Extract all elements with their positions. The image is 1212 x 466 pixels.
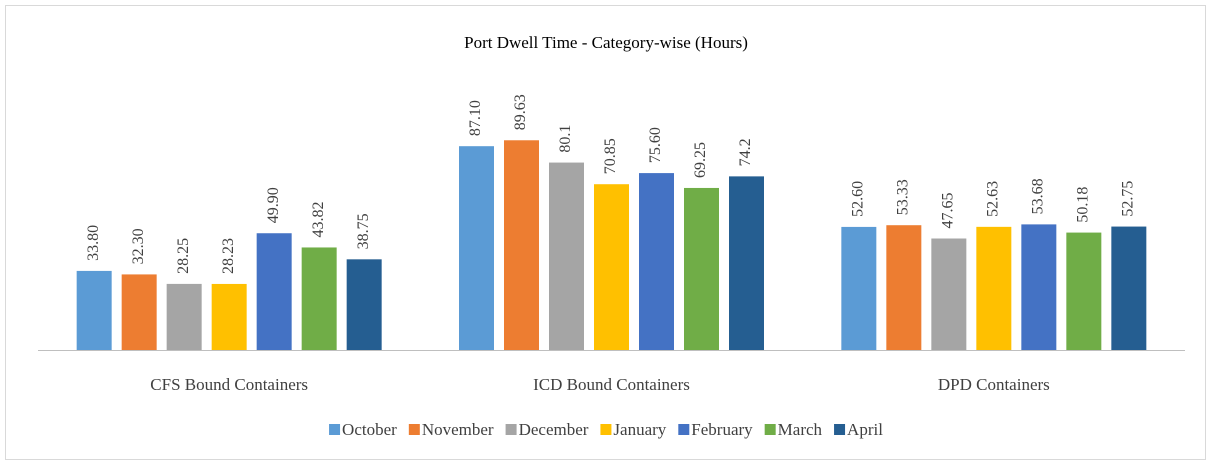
value-label: 74.2: [737, 138, 754, 166]
bar: [729, 176, 764, 350]
legend-swatch: [834, 424, 846, 435]
x-tick-label: DPD Containers: [938, 375, 1050, 394]
legend-label: April: [847, 420, 883, 439]
chart-title: Port Dwell Time - Category-wise (Hours): [464, 33, 748, 52]
bar: [121, 274, 157, 350]
bar: [931, 238, 967, 350]
value-label: 89.63: [512, 94, 529, 130]
bar: [976, 226, 1012, 350]
bar: [346, 259, 382, 350]
bar: [76, 270, 112, 350]
legend-swatch: [678, 424, 690, 435]
legend-label: October: [342, 420, 397, 439]
legend-label: December: [519, 420, 589, 439]
value-label: 52.60: [850, 181, 867, 217]
bar: [1111, 226, 1147, 350]
value-label: 43.82: [310, 201, 327, 237]
bar: [256, 233, 292, 350]
bar: [1066, 232, 1102, 350]
value-label: 53.68: [1030, 178, 1047, 214]
legend-swatch: [505, 424, 517, 435]
bar: [504, 140, 539, 350]
legend-swatch: [600, 424, 612, 435]
value-label: 28.25: [175, 238, 192, 274]
bar: [886, 225, 922, 350]
value-label: 70.85: [602, 138, 619, 174]
bar: [1021, 224, 1057, 350]
value-label: 49.90: [265, 187, 282, 223]
bar: [549, 162, 584, 350]
legend-label: November: [422, 420, 494, 439]
value-label: 53.33: [895, 179, 912, 215]
bar: [166, 283, 202, 350]
bar: [639, 173, 674, 350]
legend-label: January: [613, 420, 666, 439]
value-label: 28.23: [220, 238, 237, 274]
bar: [301, 247, 337, 350]
bar: [841, 226, 877, 350]
legend-swatch: [329, 424, 341, 435]
legend-swatch: [408, 424, 420, 435]
value-label: 87.10: [467, 100, 484, 136]
value-label: 52.63: [985, 181, 1002, 217]
x-tick-label: ICD Bound Containers: [533, 375, 690, 394]
legend-label: February: [691, 420, 753, 439]
x-tick-label: CFS Bound Containers: [150, 375, 308, 394]
bar: [459, 146, 494, 350]
value-label: 38.75: [355, 213, 372, 249]
bar: [684, 187, 719, 350]
value-label: 69.25: [692, 142, 709, 178]
bar: [211, 283, 247, 350]
value-label: 47.65: [940, 192, 957, 228]
legend-label: March: [778, 420, 823, 439]
value-label: 33.80: [85, 225, 102, 261]
value-label: 32.30: [130, 228, 147, 264]
value-label: 80.1: [557, 125, 574, 153]
bar: [594, 184, 629, 350]
value-label: 50.18: [1075, 187, 1092, 223]
legend-swatch: [764, 424, 776, 435]
value-label: 75.60: [647, 127, 664, 163]
value-label: 52.75: [1120, 181, 1137, 217]
